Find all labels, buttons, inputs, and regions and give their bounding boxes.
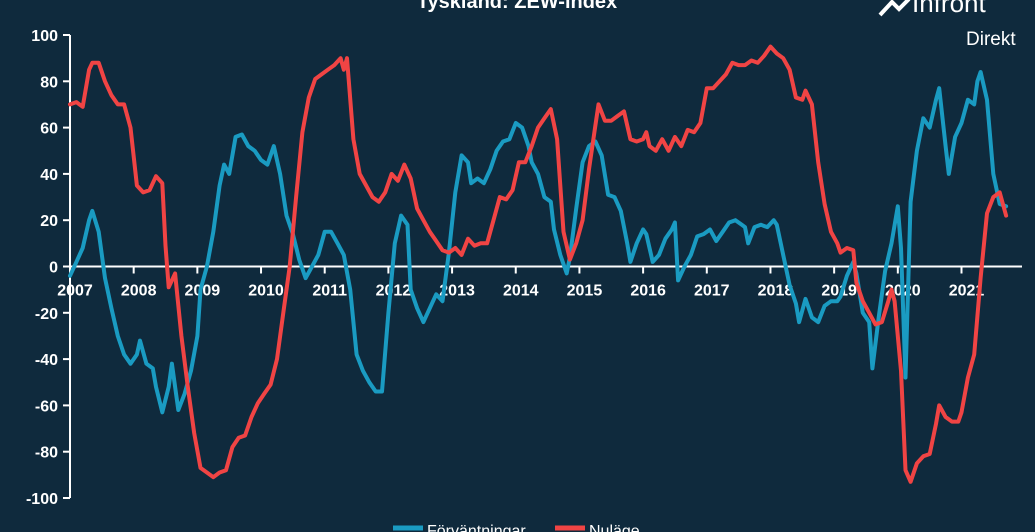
legend: Förväntningar Nuläge — [393, 523, 640, 532]
y-tick-label: -60 — [35, 398, 58, 415]
series-layer — [68, 44, 1009, 484]
x-tick-label: 2012 — [376, 283, 412, 300]
x-tick-label: 2011 — [312, 283, 347, 300]
infront-logo-icon — [878, 0, 911, 17]
x-tick-label: 2019 — [821, 283, 857, 300]
y-tick-label: 80 — [40, 74, 58, 91]
y-tick-label: 20 — [40, 213, 58, 230]
legend-label: Förväntningar — [427, 523, 526, 532]
chart-title: Tyskland: ZEW-index — [417, 0, 617, 13]
x-tick-label: 2014 — [503, 283, 539, 300]
x-tick-label: 2021 — [949, 283, 985, 300]
x-tick-label: 2010 — [248, 283, 284, 300]
x-axis: 2007 2008 2009 2010 2011 2012 2013 2014 2015 2016… — [57, 265, 1022, 300]
y-tick-label: -20 — [35, 306, 58, 323]
x-tick-label: 2015 — [567, 283, 603, 300]
y-axis: 100 80 60 40 20 0 -20 -40 -60 -80 -100 — [26, 28, 71, 508]
y-tick-label: 60 — [40, 121, 58, 138]
x-tick-label: 2008 — [121, 283, 157, 300]
x-tick-label: 2018 — [758, 283, 794, 300]
brand-logo: Infront Direkt — [878, 0, 1016, 50]
legend-label: Nuläge — [589, 523, 640, 532]
y-tick-label: 100 — [31, 28, 58, 45]
x-tick-label: 2017 — [694, 283, 730, 300]
y-tick-label: 0 — [49, 260, 58, 277]
y-tick-label: -100 — [26, 491, 58, 508]
x-tick-label: 2016 — [630, 283, 666, 300]
y-tick-label: -40 — [35, 352, 58, 369]
brand-name: Infront — [912, 0, 986, 18]
brand-sub: Direkt — [966, 29, 1016, 50]
y-tick-label: -80 — [35, 445, 58, 462]
y-tick-label: 40 — [40, 167, 58, 184]
series-line-nulage — [68, 44, 1009, 484]
x-tick-label: 2007 — [57, 283, 93, 300]
x-tick-label: 2013 — [439, 283, 475, 300]
